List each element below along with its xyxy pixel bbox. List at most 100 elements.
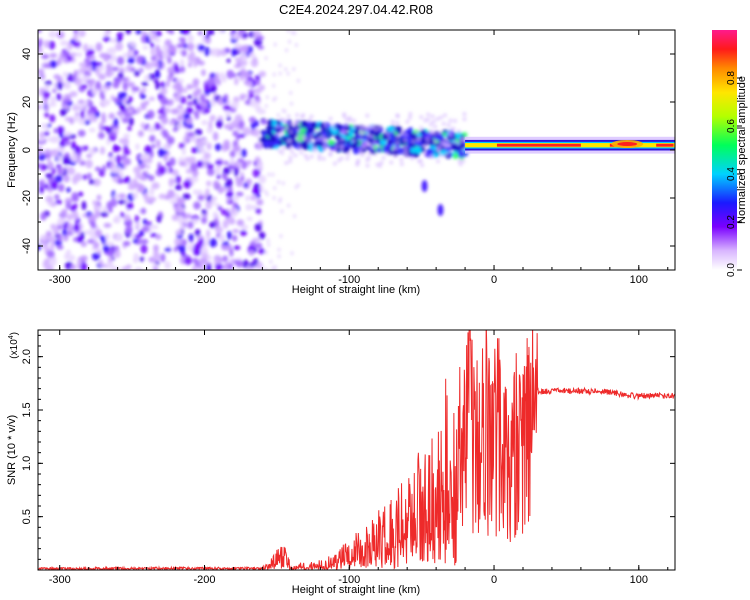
spectrogram-noise-blob	[101, 126, 109, 131]
spectrogram-noise-blob	[187, 94, 193, 99]
spectrogram-noise-blob	[177, 215, 185, 225]
spectrogram-noise-blob	[143, 63, 151, 69]
spectrogram-noise-blob	[87, 239, 95, 244]
spectrogram-noise-blob	[143, 152, 150, 160]
spectrogram-noise-blob	[145, 221, 153, 226]
spectrogram-noise-blob	[161, 51, 169, 59]
spectrogram-noise-blob	[235, 163, 243, 168]
spectrogram-noise-blob	[122, 82, 128, 92]
spectrogram-halo-blob	[306, 139, 311, 144]
spectrogram-halo-blob	[344, 123, 349, 128]
spectrogram-noise-blob	[45, 195, 54, 203]
spectrogram-noise-blob	[266, 242, 271, 247]
spectrogram-noise-blob	[195, 189, 203, 196]
spectrogram-noise-blob	[52, 226, 59, 236]
spectrogram-noise-blob	[113, 117, 119, 127]
spectrogram-noise-blob	[95, 68, 100, 76]
spectrogram-noise-blob	[138, 184, 144, 192]
spectrogram-noise-blob	[225, 178, 233, 188]
spectrogram-halo-blob	[351, 138, 356, 143]
snr-scale-note: (x104)	[8, 332, 20, 359]
spectrogram-noise-blob	[66, 187, 71, 193]
spectrogram-noise-blob	[186, 84, 193, 90]
spectrogram-band-blob	[436, 133, 444, 141]
spectrogram-noise-blob	[256, 160, 264, 170]
spectrogram-noise-blob	[255, 208, 262, 214]
spectrogram-halo-blob	[281, 146, 286, 151]
spectrogram-noise-blob	[84, 75, 90, 81]
spectrogram-noise-blob	[71, 210, 79, 220]
spectrogram-noise-blob	[45, 153, 51, 160]
spectrogram-noise-blob	[59, 40, 69, 46]
spectrogram-noise-blob	[293, 31, 297, 36]
spectrogram-ylabel: Frequency (Hz)	[6, 112, 18, 188]
spectrogram-noise-blob	[264, 267, 268, 270]
spectrogram-noise-blob	[237, 133, 246, 138]
spectrogram-noise-blob	[252, 186, 261, 196]
spectrogram-noise-blob	[44, 80, 53, 86]
spectrogram-noise-blob	[226, 58, 231, 63]
spectrogram-halo-blob	[368, 151, 373, 156]
spectrogram-noise-blob	[294, 185, 298, 190]
spectrogram-noise-blob	[264, 250, 268, 255]
spectrogram-halo-blob	[410, 156, 415, 161]
spectrogram-noise-blob	[126, 64, 133, 72]
spectrogram-noise-blob	[87, 101, 94, 107]
spectrogram-noise-blob	[96, 249, 102, 254]
spectrogram-noise-blob	[170, 108, 179, 115]
spectrogram-noise-blob	[87, 214, 97, 223]
spectrogram-noise-blob	[73, 30, 79, 34]
spectrogram-halo-blob	[420, 163, 425, 168]
spectrogram-noise-blob	[151, 34, 158, 40]
spectrogram-halo-blob	[395, 114, 400, 119]
spectrogram-noise-blob	[38, 162, 43, 169]
spectrogram-noise-blob	[198, 60, 205, 66]
spectrogram-noise-blob	[63, 131, 72, 137]
spectrogram-halo-blob	[379, 160, 384, 165]
spectrogram-noise-blob	[223, 160, 229, 166]
spectrogram-noise-blob	[141, 225, 150, 233]
spectrogram-halo-blob	[437, 130, 442, 135]
spectrogram-noise-blob	[66, 76, 72, 82]
spectrogram-noise-blob	[258, 231, 266, 240]
spectrogram-noise-blob	[273, 42, 277, 47]
spectrogram-noise-blob	[239, 60, 248, 66]
spectrogram-noise-blob	[177, 114, 183, 122]
spectrogram-noise-blob	[239, 73, 245, 81]
spectrogram-noise-blob	[205, 200, 212, 210]
spectrogram-noise-blob	[183, 135, 188, 145]
spectrogram-halo-blob	[456, 129, 461, 134]
spectrogram-noise-blob	[233, 245, 241, 251]
spectrogram-noise-blob	[153, 62, 161, 68]
colorbar-gradient	[712, 30, 737, 270]
spectrogram-halo-blob	[430, 114, 435, 119]
spectrogram-band-blob	[267, 119, 274, 126]
spectrogram-noise-blob	[102, 52, 110, 62]
spectrogram-noise-blob	[115, 42, 124, 51]
spectrogram-noise-blob	[206, 229, 211, 238]
spectrogram-noise-blob	[137, 130, 144, 137]
spectrogram-noise-blob	[154, 71, 161, 79]
spectrogram-halo-blob	[445, 151, 450, 156]
spectrogram-noise-blob	[250, 58, 259, 68]
spectrogram-noise-blob	[66, 167, 76, 176]
spectrogram-noise-blob	[179, 58, 185, 68]
spectrogram-noise-blob	[197, 31, 203, 36]
spectrogram-noise-blob	[242, 259, 249, 269]
spectrogram-noise-blob	[201, 209, 207, 215]
spectrogram-noise-blob	[104, 233, 110, 241]
spectrogram-noise-blob	[43, 84, 50, 92]
spectrogram-halo-blob	[309, 133, 314, 138]
spectrogram-noise-blob	[209, 86, 217, 93]
spectrogram-noise-blob	[127, 81, 135, 88]
spectrogram-band-blob	[342, 146, 350, 154]
spectrogram-noise-blob	[87, 65, 93, 74]
spectrogram-noise-blob	[163, 153, 169, 162]
spectrogram-noise-blob	[88, 147, 96, 156]
spectrogram-noise-blob	[123, 133, 130, 139]
spectrogram-noise-blob	[203, 247, 208, 255]
spectrogram-noise-blob	[86, 172, 92, 180]
spectrogram-halo-blob	[403, 145, 408, 150]
spectrogram-band-blob	[315, 141, 323, 147]
